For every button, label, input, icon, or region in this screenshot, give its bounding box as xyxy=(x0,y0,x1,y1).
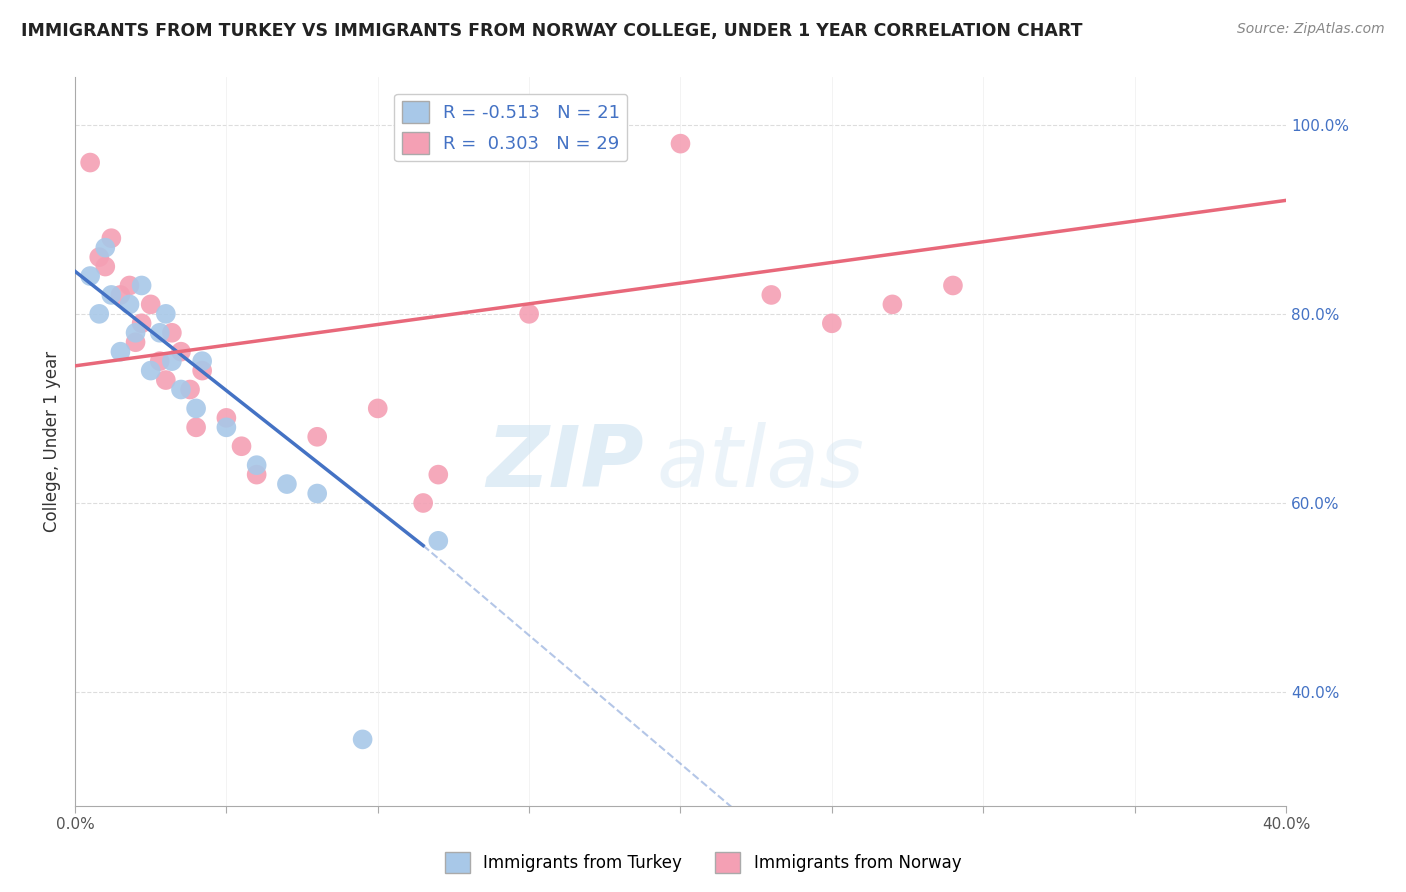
Point xyxy=(110,344,132,359)
Point xyxy=(89,250,111,264)
Text: Source: ZipAtlas.com: Source: ZipAtlas.com xyxy=(1237,22,1385,37)
Point xyxy=(231,439,253,453)
Point xyxy=(179,383,201,397)
Point xyxy=(131,278,153,293)
Point xyxy=(191,354,214,368)
Point xyxy=(942,278,965,293)
Point xyxy=(170,344,193,359)
Point xyxy=(155,307,177,321)
Point xyxy=(307,486,329,500)
Point xyxy=(124,326,146,340)
Point xyxy=(367,401,389,416)
Point xyxy=(100,288,122,302)
Point xyxy=(124,335,146,350)
Y-axis label: College, Under 1 year: College, Under 1 year xyxy=(44,351,60,533)
Point xyxy=(160,354,183,368)
Point xyxy=(517,307,540,321)
Point xyxy=(882,297,904,311)
Point xyxy=(184,420,207,434)
Point xyxy=(170,383,193,397)
Point xyxy=(94,241,117,255)
Point xyxy=(307,430,329,444)
Point xyxy=(427,533,450,548)
Point xyxy=(412,496,434,510)
Point xyxy=(131,316,153,330)
Point xyxy=(191,363,214,377)
Point xyxy=(139,297,162,311)
Point xyxy=(276,477,298,491)
Text: ZIP: ZIP xyxy=(486,422,644,505)
Point xyxy=(89,307,111,321)
Point xyxy=(352,732,374,747)
Point xyxy=(79,155,101,169)
Point xyxy=(94,260,117,274)
Legend: Immigrants from Turkey, Immigrants from Norway: Immigrants from Turkey, Immigrants from … xyxy=(439,846,967,880)
Point xyxy=(100,231,122,245)
Point xyxy=(160,326,183,340)
Point xyxy=(79,268,101,283)
Point xyxy=(139,363,162,377)
Point xyxy=(118,278,141,293)
Point xyxy=(184,401,207,416)
Point xyxy=(761,288,783,302)
Point xyxy=(246,467,269,482)
Point xyxy=(118,297,141,311)
Text: atlas: atlas xyxy=(657,422,865,505)
Point xyxy=(149,326,172,340)
Point xyxy=(821,316,844,330)
Point xyxy=(149,354,172,368)
Point xyxy=(215,420,238,434)
Legend: R = -0.513   N = 21, R =  0.303   N = 29: R = -0.513 N = 21, R = 0.303 N = 29 xyxy=(395,94,627,161)
Point xyxy=(427,467,450,482)
Text: IMMIGRANTS FROM TURKEY VS IMMIGRANTS FROM NORWAY COLLEGE, UNDER 1 YEAR CORRELATI: IMMIGRANTS FROM TURKEY VS IMMIGRANTS FRO… xyxy=(21,22,1083,40)
Point xyxy=(110,288,132,302)
Point xyxy=(155,373,177,387)
Point xyxy=(246,458,269,472)
Point xyxy=(215,410,238,425)
Point xyxy=(669,136,692,151)
